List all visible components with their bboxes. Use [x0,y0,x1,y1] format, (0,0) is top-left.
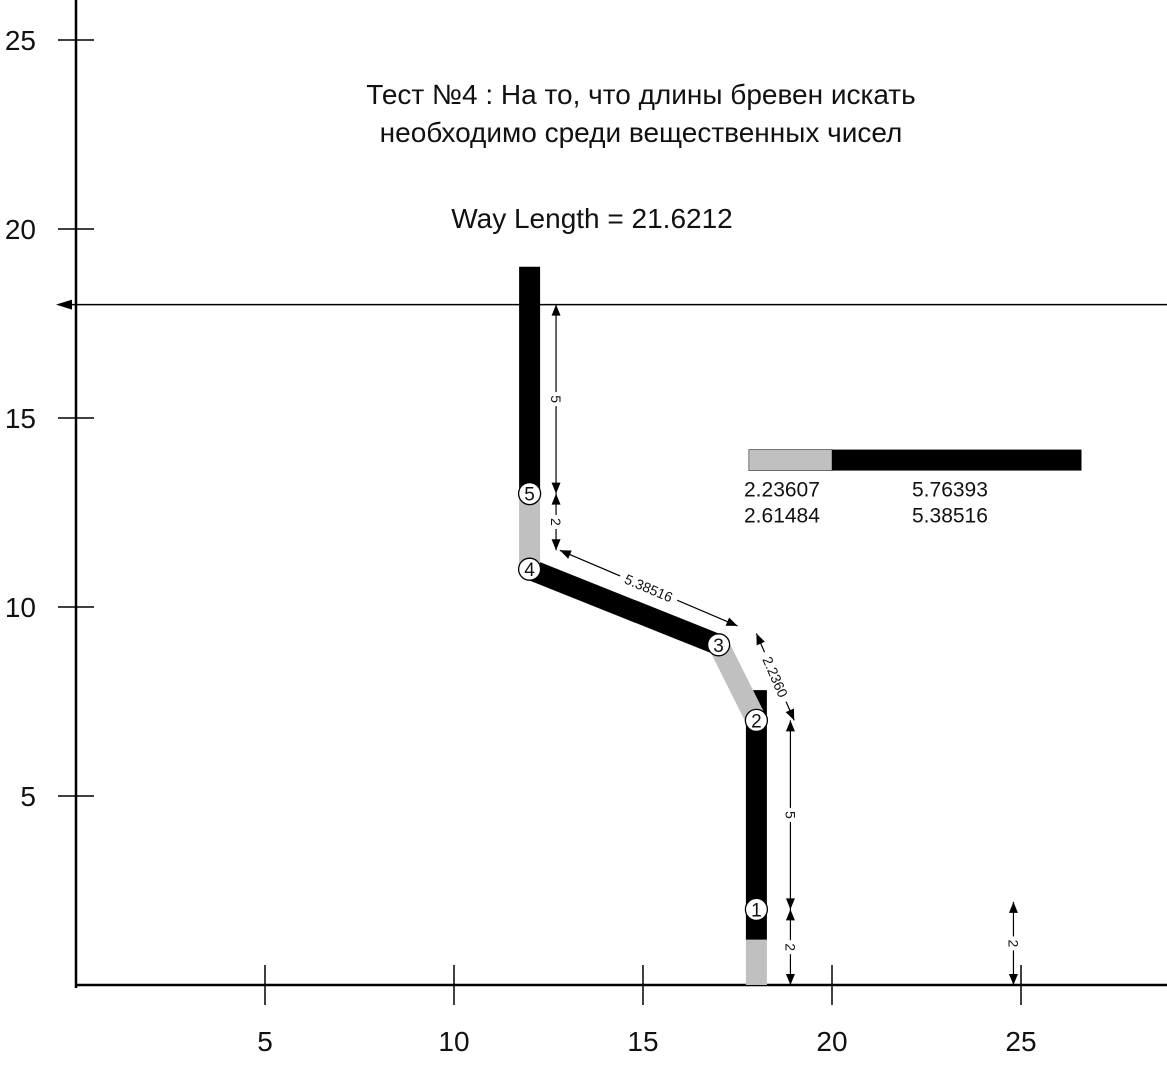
log-black [525,559,723,655]
dimension-label-group: 2 [1004,936,1023,951]
title-line-1: Тест №4 : На то, что длины бревен искать [366,79,915,110]
legend-value-a: 2.61484 [744,505,820,528]
dimension-label-bg [547,392,566,407]
node-circle [517,481,542,506]
dimension-label: 5 [782,811,798,819]
arrow-head [785,708,795,721]
dimension-label-group: 5 [547,392,566,407]
y-tick-label: 25 [5,25,36,56]
arrow-head [559,550,572,559]
x-tick-label: 10 [438,1026,469,1057]
node-label: 5 [524,485,535,506]
legend-bar-gray [748,449,833,471]
arrow-head [756,633,765,646]
arrow-head [551,304,561,316]
legend-bar-black [832,449,1082,471]
dimension-label-group: 5 [781,807,800,822]
arrow-head [551,493,561,505]
x-tick-label: 5 [257,1026,273,1057]
node-label: 1 [751,900,762,921]
title-line-2: необходимо среди вещественных чисел [380,117,903,148]
y-tick-label: 10 [5,592,36,623]
legend-value-b: 5.38516 [912,505,988,528]
node-circle [517,557,542,581]
arrow-head [725,617,738,626]
dimension-label-bg [756,648,795,706]
way-length: Way Length = 21.6212 [451,203,733,234]
dimension-label-bg [547,514,566,529]
y-tick-label: 5 [20,781,36,812]
nodes: 1 2 3 4 5 [517,481,769,922]
y-tick-label: 15 [5,403,36,434]
target-arrow [56,299,72,310]
dimension-label: 2 [548,518,564,526]
dimension-label: 5 [548,395,564,403]
logs [519,266,767,985]
arrow-head [785,720,795,732]
x-tick-label: 15 [627,1026,658,1057]
dimension-label-bg [781,940,800,955]
dimension-label-bg [1004,936,1023,951]
node-circle [744,708,769,733]
arrow-head [785,974,795,985]
arrow-head [785,909,795,921]
arrow-head [785,898,795,910]
dimension-label-bg [616,567,681,609]
arrow-head [551,482,561,494]
legend-value-a: 2.23607 [744,479,820,502]
node-label: 4 [524,560,535,581]
node-label: 3 [713,636,724,657]
dimension-label-group: 2 [781,940,800,955]
arrow-head [551,539,561,551]
y-tick-label: 20 [5,214,36,245]
node-circle [706,633,731,657]
dimension-label: 2 [1005,940,1021,948]
legend: 2.23607 5.76393 2.61484 5.38516 [744,449,1082,528]
node-label: 2 [751,711,762,732]
legend-value-b: 5.76393 [912,479,988,502]
dimension-label: 2 [782,943,798,951]
arrow-head [1008,901,1018,913]
x-tick-label: 20 [816,1026,847,1057]
dimension-label-group: 2 [547,514,566,529]
arrow-head [1008,974,1018,985]
node-circle [744,897,769,922]
x-tick-label: 25 [1005,1026,1036,1057]
log-gray [709,640,766,726]
dimension-label-bg [781,807,800,822]
